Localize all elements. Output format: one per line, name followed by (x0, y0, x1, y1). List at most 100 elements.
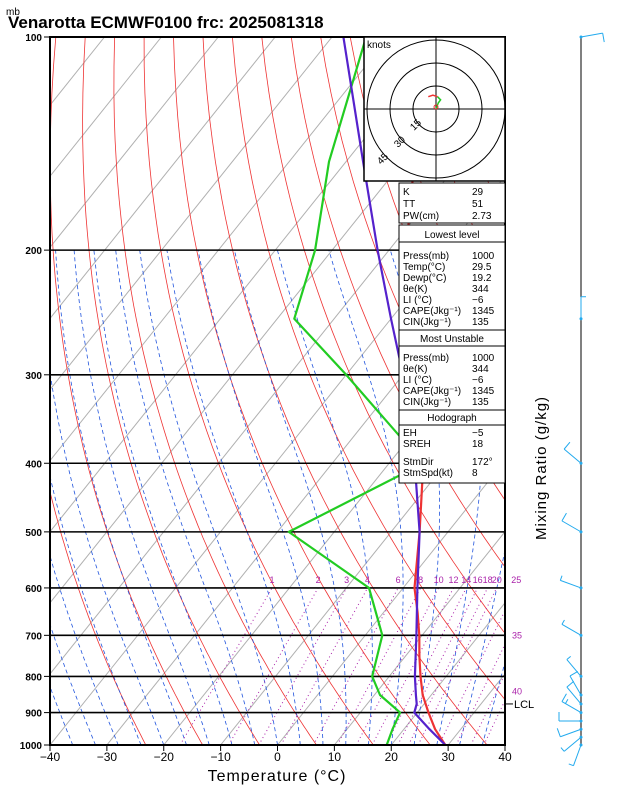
unstable-row-label: CIN(Jkg⁻¹) (403, 397, 451, 408)
hodograph-tick (481, 108, 483, 110)
mixing-ratio-label: 25 (511, 575, 521, 585)
stat-k-label: K (403, 187, 410, 198)
pressure-tick-label: 400 (25, 459, 42, 470)
hodograph-tick (366, 108, 368, 110)
hodograph-tick (435, 39, 437, 41)
hodograph-tick (435, 62, 437, 64)
wind-barb-half-flag (568, 763, 574, 767)
moist-adiabat-line (481, 660, 505, 745)
stats-panel: K 29 TT 51 PW(cm) 2.73 Lowest level Pres… (398, 182, 506, 484)
hodograph-tick (389, 108, 391, 110)
lowest-row-value: 19.2 (472, 273, 492, 284)
x-axis: −40 −30 −20 −10 0 10 20 30 40 (40, 745, 512, 764)
isotherm-line (50, 37, 162, 178)
x-tick-label: 30 (441, 750, 455, 764)
mixing-ratio-label: 4 (365, 575, 370, 585)
pressure-tick-label: 300 (25, 371, 42, 382)
mixing-ratio-line (397, 587, 479, 745)
mixing-ratio-line (385, 587, 467, 745)
mixing-ratio-line (470, 672, 505, 745)
storm-motion-marker (433, 104, 439, 110)
dry-adiabat-line (527, 37, 618, 745)
lowest-row-label: CIN(Jkg⁻¹) (403, 317, 451, 328)
dry-adiabat-line (232, 37, 505, 701)
wind-barb-flag (561, 693, 567, 702)
hodograph-ticks (366, 39, 505, 179)
dry-adiabat-line (556, 37, 618, 745)
wind-barb (566, 680, 583, 706)
wind-barb-shaft (561, 701, 582, 714)
dry-adiabat-line (50, 490, 147, 745)
unstable-row-value: 1345 (472, 386, 495, 397)
dry-adiabat-line (173, 37, 431, 745)
hodograph-tick (458, 108, 460, 110)
isotherm-line (277, 459, 505, 745)
pressure-tick-label: 800 (25, 672, 42, 683)
isotherm-line (50, 175, 505, 745)
most-unstable-header: Most Unstable (420, 334, 484, 345)
stat-pw-value: 2.73 (472, 211, 492, 222)
mixing-ratio-label: 2 (316, 575, 321, 585)
pressure-unit-label: mb (6, 7, 20, 18)
pressure-levels: 100 200 300 400 500 600 700 800 900 1000 (20, 33, 505, 752)
mixing-ratio-label: 12 (448, 575, 458, 585)
wind-barb-shaft (561, 623, 582, 636)
x-tick-label: −20 (154, 750, 175, 764)
isotherm-line (50, 37, 390, 462)
stats-box-indices (398, 182, 506, 224)
x-tick-label: 20 (385, 750, 399, 764)
stats-box-hodograph (398, 409, 506, 484)
dry-adiabat-line (82, 37, 260, 745)
moist-adiabat-line (115, 250, 256, 745)
hodograph-tick (435, 177, 437, 179)
x-tick-label: 40 (498, 750, 512, 764)
wind-barb-flag (561, 512, 567, 522)
wind-barb-shaft (563, 448, 582, 464)
mixing-ratio-label: 18 (483, 575, 493, 585)
mixing-ratio-label: 16 (473, 575, 483, 585)
unstable-row-value: 344 (472, 364, 489, 375)
wind-barb-half-flag (561, 619, 565, 625)
hodograph-trace-upper (428, 94, 438, 98)
wind-barb (579, 32, 605, 43)
unstable-row-value: 135 (472, 397, 489, 408)
wind-barb (556, 727, 583, 738)
wind-barb-flag (566, 680, 575, 688)
lcl-label: LCL (514, 699, 534, 711)
dry-adiabat-line (261, 37, 505, 634)
pressure-tick-label: 900 (25, 709, 42, 720)
wind-barb (561, 512, 583, 534)
unstable-row-label: LI (°C) (403, 375, 432, 386)
lowest-row-label: Dewp(°C) (403, 273, 446, 284)
hodograph-tick (435, 85, 437, 87)
wind-barb (563, 441, 583, 465)
mixing-ratio-label: 6 (396, 575, 401, 585)
wind-barb-shaft (566, 659, 582, 677)
moist-adiabat-line (50, 623, 96, 745)
wind-barb-flag (563, 441, 571, 450)
mixing-ratio-line (355, 587, 439, 745)
wind-barb-half-flag (564, 699, 569, 704)
mixing-ratio-line (312, 587, 399, 745)
unstable-row-label: θe(K) (403, 364, 427, 375)
mixing-ratio-label: 14 (461, 575, 471, 585)
wind-barb-shaft (561, 520, 582, 533)
x-axis-label: Temperature (°C) (208, 768, 347, 785)
hodograph-tick (435, 131, 437, 133)
moist-adiabat-line (50, 743, 51, 745)
wind-barb (568, 743, 583, 767)
wind-barb-flag (602, 33, 605, 43)
lowest-row-value: 29.5 (472, 262, 492, 273)
pressure-tick-label: 100 (25, 33, 42, 44)
hodo-row-value: −5 (472, 428, 484, 439)
hodo-row-value: 8 (472, 468, 478, 479)
mixing-ratio-axis-label: Mixing Ratio (g/kg) (533, 396, 550, 540)
lowest-row-label: CAPE(Jkg⁻¹) (403, 306, 461, 317)
mixing-ratio-line (417, 587, 498, 745)
stat-tt-label: TT (403, 199, 415, 210)
mixing-ratio-line (336, 587, 422, 745)
x-tick-label: −30 (97, 750, 118, 764)
lowest-row-label: Press(mb) (403, 251, 449, 262)
dry-adiabat-line (290, 37, 505, 568)
